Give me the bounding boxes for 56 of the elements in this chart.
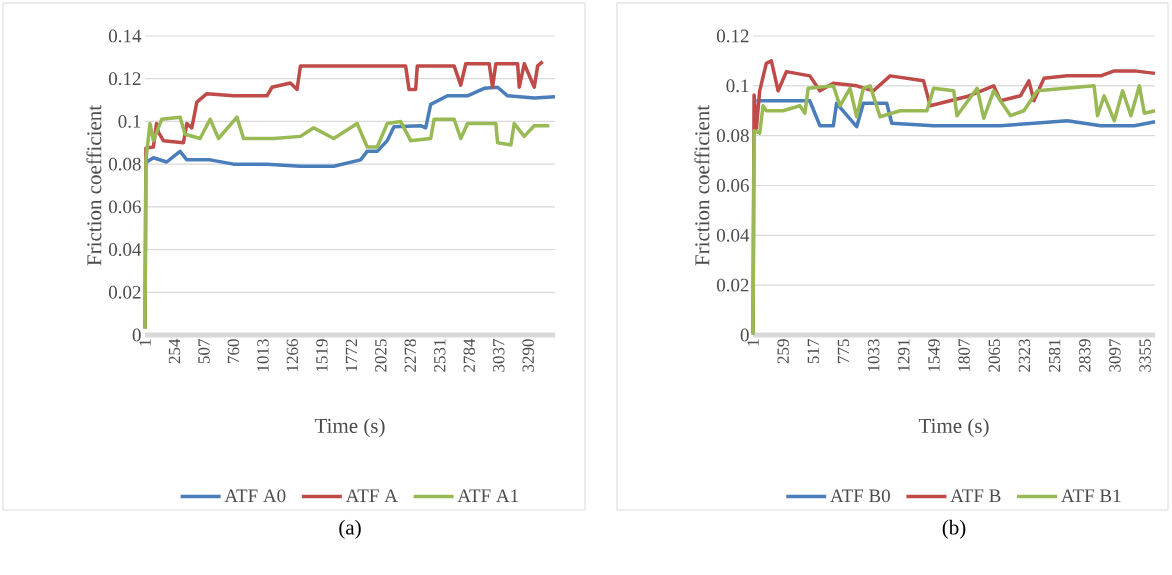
x-tick-label: 3037	[492, 339, 505, 372]
x-tick-label: 254	[168, 338, 181, 364]
y-tick-label: 0.1	[118, 114, 141, 128]
legend-label: ATF A	[345, 489, 398, 502]
y-tick-label: 0	[740, 328, 749, 342]
x-tick-label: 1	[747, 339, 759, 346]
y-tick-label: 0.1	[726, 79, 749, 93]
y-tick-label: 0.12	[716, 29, 749, 43]
legend-label: ATF A0	[224, 489, 286, 503]
x-tick-label: 2531	[434, 339, 446, 372]
x-axis-title: Time (s)	[314, 418, 385, 438]
y-tick-label: 0.02	[108, 285, 141, 299]
y-axis-title: Friction coefficient	[86, 105, 102, 266]
y-axis-title: Friction coefficient	[694, 105, 710, 266]
x-tick-label: 3097	[1109, 339, 1121, 372]
x-tick-label: 1033	[867, 339, 880, 372]
x-tick-label: 2025	[375, 339, 387, 372]
x-tick-label: 1	[139, 339, 151, 346]
y-tick-label: 0.06	[108, 200, 141, 214]
x-tick-label: 1772	[345, 339, 357, 372]
x-tick-label: 507	[198, 339, 210, 364]
x-tick-label: 1013	[257, 339, 269, 372]
x-tick-label: 3290	[522, 339, 534, 372]
x-axis-title: Time (s)	[918, 418, 989, 438]
y-tick-label: 0.02	[716, 278, 749, 292]
legend-label: ATF B1	[1061, 489, 1121, 503]
legend-label: ATF B	[950, 489, 1001, 503]
text: (a)	[339, 519, 361, 539]
x-tick-label: 259	[777, 339, 789, 364]
y-tick-label: 0	[132, 328, 141, 342]
x-tick-label: 2323	[1018, 339, 1031, 372]
x-tick-label: 2581	[1048, 339, 1061, 372]
x-tick-label: 517	[807, 339, 820, 364]
y-tick-label: 0.04	[108, 243, 142, 257]
y-tick-label: 0.08	[716, 129, 749, 143]
y-tick-label: 0.12	[108, 72, 141, 86]
x-tick-label: 2839	[1079, 339, 1091, 372]
x-tick-label: 760	[227, 339, 240, 363]
x-tick-label: 775	[837, 339, 850, 363]
x-tick-label: 2065	[988, 339, 1001, 372]
y-tick-label: 0.14	[108, 29, 142, 43]
x-tick-label: 1549	[928, 339, 940, 372]
x-tick-label: 2278	[404, 339, 417, 372]
y-tick-label: 0.04	[716, 228, 750, 242]
y-tick-label: 0.08	[108, 157, 141, 171]
y-tick-label: 0.06	[716, 179, 749, 192]
x-tick-label: 2784	[463, 338, 475, 372]
x-tick-label: 1807	[958, 339, 970, 372]
line-series	[143, 115, 552, 331]
text: (b)	[942, 519, 966, 539]
legend-label: ATF A1	[457, 489, 518, 502]
x-tick-label: 1266	[286, 339, 299, 372]
x-tick-label: 1291	[898, 339, 910, 372]
x-tick-label: 1519	[316, 339, 328, 372]
x-tick-label: 3355	[1139, 339, 1151, 372]
legend-label: ATF B0	[830, 489, 890, 503]
